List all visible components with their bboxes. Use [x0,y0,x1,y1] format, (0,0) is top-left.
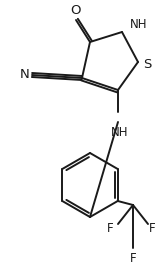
Text: N: N [20,69,30,82]
Text: NH: NH [130,17,148,30]
Text: NH: NH [111,125,129,138]
Text: F: F [107,221,113,234]
Text: S: S [143,57,151,70]
Text: F: F [130,252,136,264]
Text: F: F [149,221,155,234]
Text: O: O [71,5,81,17]
